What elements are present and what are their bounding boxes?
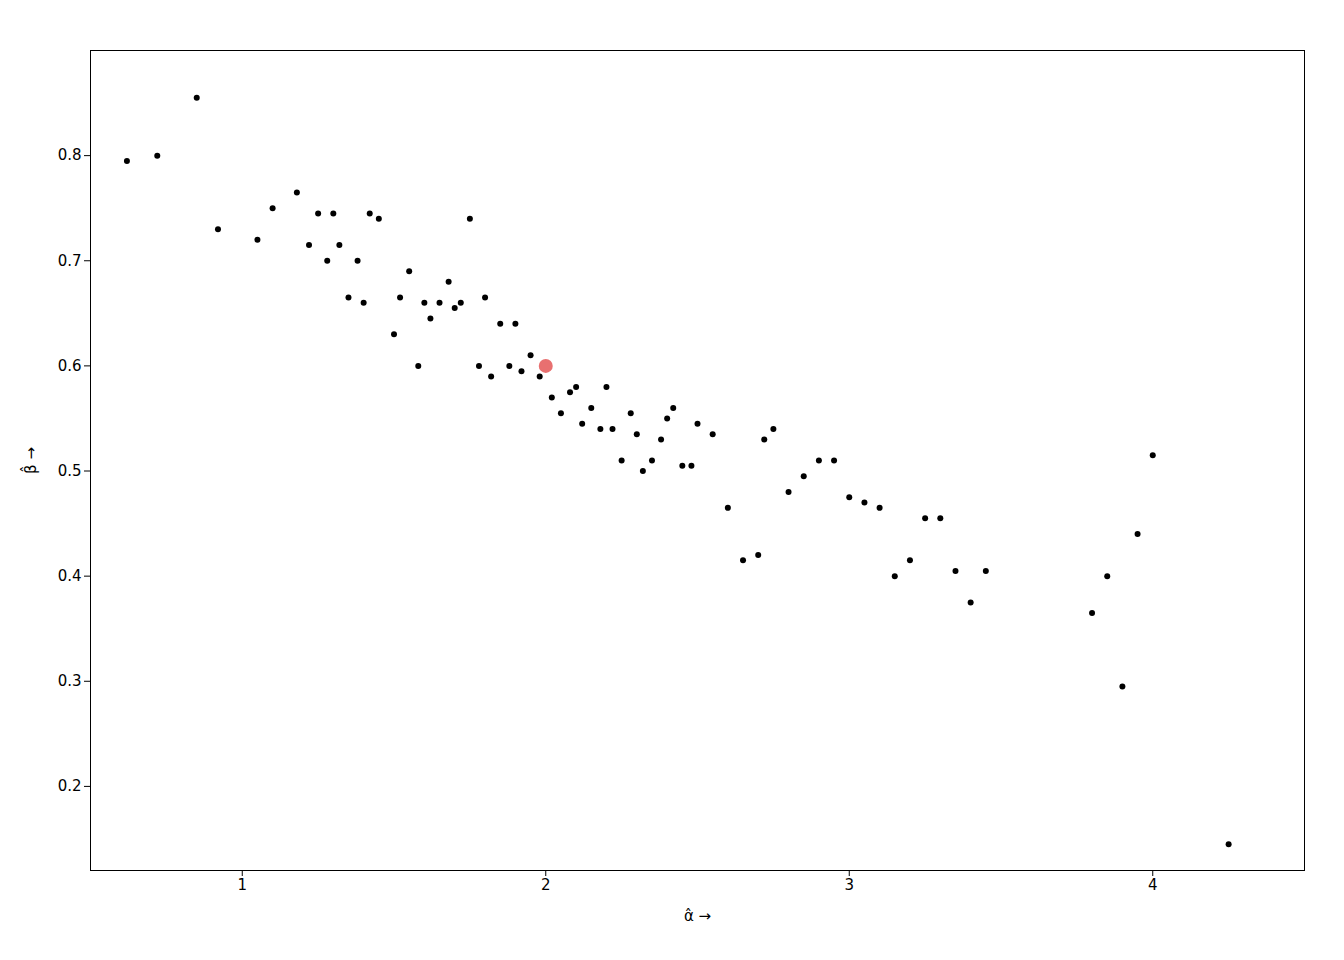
- svg-text:α̂ →: α̂ →: [684, 907, 711, 925]
- svg-text:2: 2: [541, 876, 551, 894]
- svg-text:4: 4: [1148, 876, 1158, 894]
- svg-text:0.3: 0.3: [58, 672, 82, 690]
- svg-text:3: 3: [844, 876, 854, 894]
- svg-text:0.8: 0.8: [58, 146, 82, 164]
- svg-text:0.5: 0.5: [58, 462, 82, 480]
- svg-text:0.2: 0.2: [58, 777, 82, 795]
- svg-text:1: 1: [237, 876, 247, 894]
- svg-text:0.6: 0.6: [58, 357, 82, 375]
- svg-text:β̂ →: β̂ →: [20, 447, 40, 474]
- svg-text:0.7: 0.7: [58, 252, 82, 270]
- svg-text:0.4: 0.4: [58, 567, 82, 585]
